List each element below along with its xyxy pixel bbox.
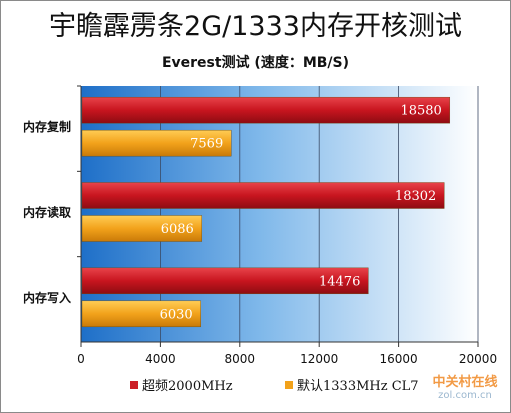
- x-tick-label: 0: [77, 352, 85, 366]
- watermark-line1: 中关村在线: [432, 375, 498, 390]
- bar-value-label: 18302: [395, 189, 436, 204]
- watermark-line2: zol.com.cn: [438, 390, 492, 401]
- category-label: 内存读取: [23, 205, 71, 220]
- bar-value-label: 18580: [400, 104, 441, 119]
- plot-background: [81, 86, 478, 342]
- x-tick-label: 4000: [145, 352, 176, 366]
- bar-value-label: 6086: [161, 222, 194, 237]
- legend-swatch: [130, 381, 138, 389]
- bar: [81, 182, 445, 209]
- category-label: 内存写入: [23, 290, 71, 305]
- chart-title: 宇瞻霹雳条2G/1333内存开核测试: [49, 11, 462, 42]
- chart-subtitle: Everest测试 (速度：MB/S): [161, 55, 350, 71]
- legend-label: 超频2000MHz: [142, 379, 233, 394]
- legend-swatch: [285, 381, 293, 389]
- category-label: 内存复制: [23, 119, 71, 134]
- bar: [81, 300, 201, 328]
- legend-label: 默认1333MHz CL7: [297, 378, 419, 394]
- bar-value-label: 7569: [190, 137, 223, 152]
- watermark-logo: 中关村在线 zol.com.cn: [425, 371, 505, 401]
- x-tick-label: 12000: [300, 352, 338, 366]
- bar: [81, 267, 369, 295]
- bar-value-label: 14476: [319, 274, 360, 289]
- x-tick-label: 8000: [225, 352, 256, 366]
- bar: [81, 96, 451, 124]
- x-tick-label: 16000: [380, 352, 418, 366]
- bar: [81, 215, 203, 242]
- bar-value-label: 6030: [160, 307, 193, 322]
- x-tick-label: 20000: [459, 352, 497, 366]
- bar: [81, 129, 232, 157]
